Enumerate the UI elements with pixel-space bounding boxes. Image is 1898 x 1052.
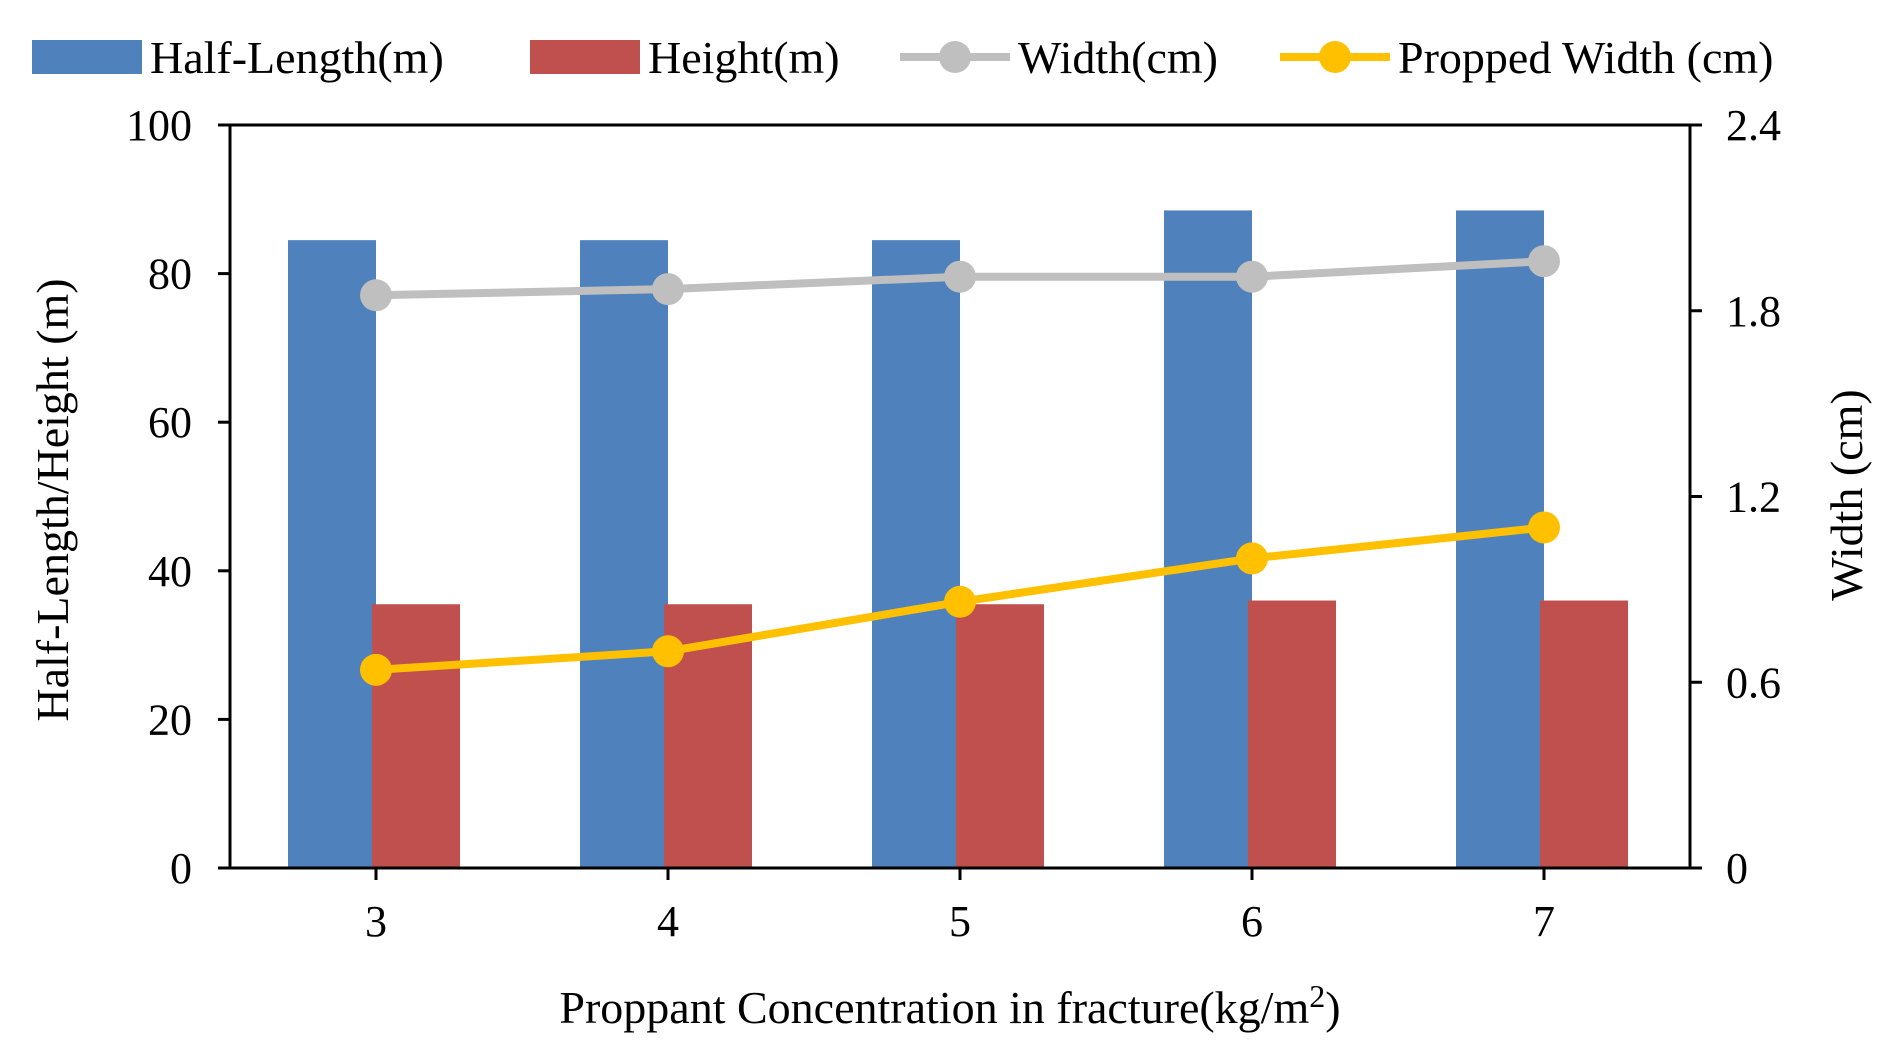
right-tick-label-0: 0 [1726,844,1748,893]
legend-label-width: Width(cm) [1018,32,1218,83]
legend-label-height: Height(m) [648,32,840,83]
x-tick-label-3: 3 [365,897,387,946]
y-axis-right-title: Width (cm) [1821,389,1872,600]
legend-marker-width [939,41,971,73]
bar-height-3 [372,604,460,868]
bar-half-length-4 [580,240,668,869]
bars-group [288,210,1628,869]
right-tick-label-1.8: 1.8 [1726,287,1781,336]
legend-swatch-half-length [32,40,142,74]
bar-half-length-6 [1164,210,1252,868]
right-tick-label-1.2: 1.2 [1726,473,1781,522]
bar-height-6 [1248,600,1336,868]
bar-height-7 [1540,600,1628,868]
x-tick-label-6: 6 [1241,897,1263,946]
marker-width-5 [944,260,976,293]
x-axis-title-end: ) [1325,982,1340,1033]
marker-width-6 [1236,260,1268,293]
bar-half-length-3 [288,240,376,869]
legend-label-half-length: Half-Length(m) [150,32,444,83]
marker-propped-width-5 [944,585,976,618]
left-axis-ticks: 0 20 40 60 80 100 [126,101,230,893]
bar-height-5 [956,604,1044,868]
marker-width-3 [360,279,392,312]
marker-width-4 [652,273,684,306]
marker-propped-width-3 [360,653,392,686]
marker-propped-width-7 [1528,511,1560,544]
x-axis-ticks: 3 4 5 6 7 [365,868,1555,946]
left-tick-label-0: 0 [170,844,192,893]
left-tick-label-40: 40 [148,547,192,596]
legend-label-propped-width: Propped Width (cm) [1398,32,1773,83]
marker-propped-width-6 [1236,542,1268,575]
x-axis-title: Proppant Concentration in fracture(kg/m2… [559,978,1340,1033]
bar-half-length-5 [872,240,960,869]
x-axis-title-main: Proppant Concentration in fracture(kg/m [559,982,1309,1033]
legend: Half-Length(m) Height(m) Width(cm) Propped … [32,32,1773,83]
legend-marker-propped-width [1319,41,1351,73]
lines-group [360,245,1560,686]
left-tick-label-100: 100 [126,101,192,150]
right-tick-label-2.4: 2.4 [1726,101,1781,150]
x-tick-label-4: 4 [657,897,679,946]
left-tick-label-60: 60 [148,398,192,447]
left-tick-label-80: 80 [148,250,192,299]
legend-swatch-height [530,40,640,74]
right-axis-ticks: 0 0.6 1.2 1.8 2.4 [1690,101,1781,893]
marker-width-7 [1528,245,1560,278]
left-tick-label-20: 20 [148,695,192,744]
x-axis-title-superscript: 2 [1309,978,1325,1014]
y-axis-left-title: Half-Length/Height (m) [27,278,78,721]
x-tick-label-5: 5 [949,897,971,946]
marker-propped-width-4 [652,635,684,668]
right-tick-label-0.6: 0.6 [1726,658,1781,707]
x-tick-label-7: 7 [1533,897,1555,946]
